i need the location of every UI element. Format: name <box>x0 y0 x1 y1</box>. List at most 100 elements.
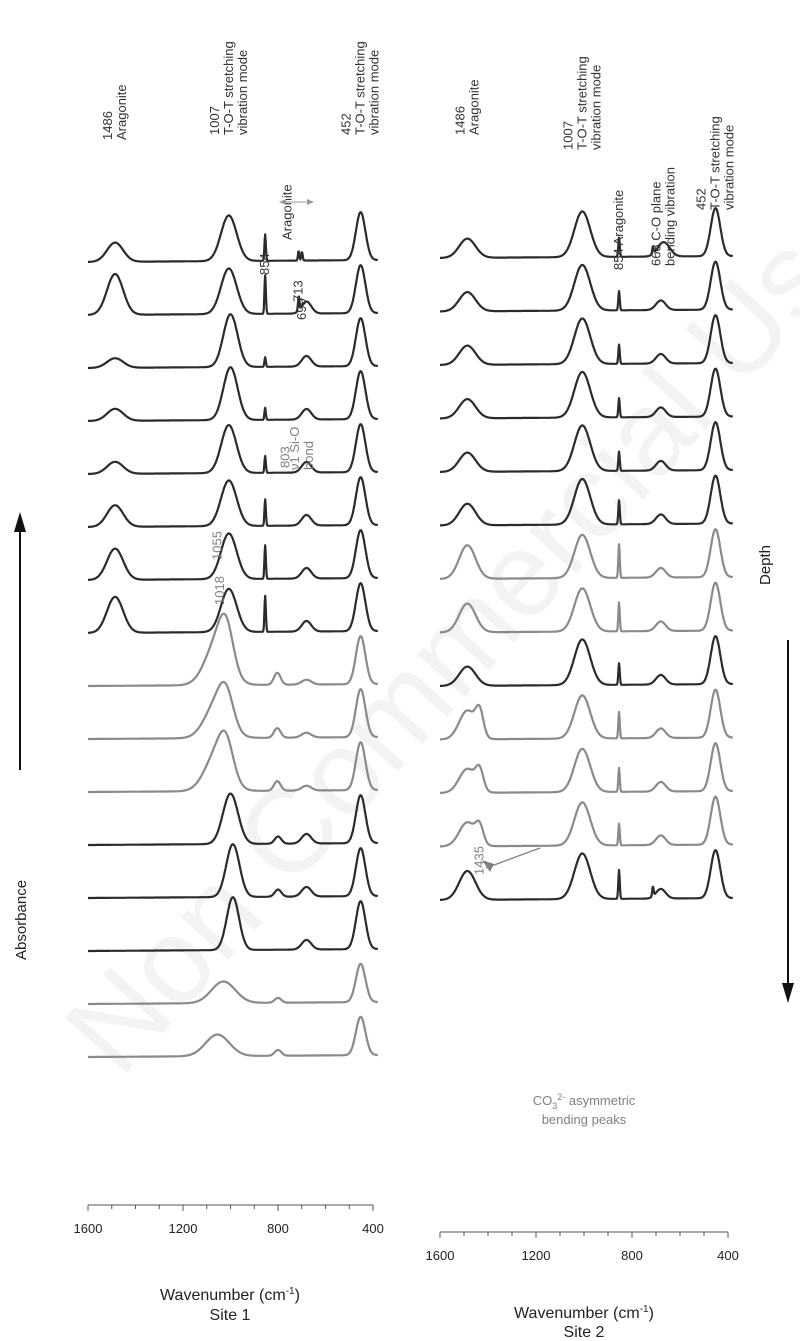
spectrum-6 <box>439 474 734 527</box>
peak-annotation: ν1 Si-O bond <box>287 427 316 470</box>
spectrum-9 <box>439 635 734 687</box>
annotation-line: Aragonite <box>466 79 481 135</box>
spectrum-16 <box>87 1015 379 1059</box>
annotation-line: T-O-T stretching <box>708 116 723 210</box>
annotation-line: vibration mode <box>367 50 382 135</box>
peak-annotation: 699 <box>294 298 309 320</box>
annotation-line: Aragonite <box>114 84 129 140</box>
x-tick-label: 400 <box>717 1248 739 1263</box>
annotation-line: ν1 Si-O <box>287 427 302 470</box>
depth-label: Depth <box>757 545 774 585</box>
annotation-line: T-O-T stretching <box>221 41 236 135</box>
annotation-line: vibration mode <box>588 65 603 150</box>
spectrum-10 <box>87 680 379 741</box>
site1-panel: 1486 Aragonite 1007 T-O-T stretching vibrati… <box>74 41 384 1324</box>
spectrum-8 <box>87 582 379 634</box>
annotation-line: 1435 <box>472 846 487 875</box>
aragonite-arrow-right <box>307 199 314 205</box>
depth-arrow-head <box>782 983 794 1003</box>
spectrum-15 <box>87 962 379 1006</box>
spectrum-4 <box>439 367 734 420</box>
x-tick-label: 1200 <box>169 1221 198 1236</box>
annotation-line: 699 <box>294 298 309 320</box>
peak-annotation: 452 T-O-T stretching vibration mode <box>339 41 382 135</box>
peak-annotation: 713 <box>291 280 306 302</box>
spectrum-11 <box>87 729 379 794</box>
co3-label-line2: bending peaks <box>542 1112 627 1127</box>
spectrum-6 <box>87 476 379 528</box>
spectrum-1 <box>87 211 379 263</box>
site2-ticks: 1600 1200 800 400 <box>426 1232 739 1263</box>
annotation-line: vibration mode <box>235 50 250 135</box>
site2-x-axis-title: Wavenumber (cm-1) <box>514 1304 654 1322</box>
annotation-line: 854 Aragonite <box>611 190 626 270</box>
site2-site-label: Site 2 <box>564 1324 605 1341</box>
spectrum-8 <box>439 581 734 634</box>
x-tick-label: 800 <box>621 1248 643 1263</box>
x-tick-label: 1600 <box>426 1248 455 1263</box>
peak-annotation: 1486 Aragonite <box>100 84 129 140</box>
annotation-line: 1486 <box>100 111 115 140</box>
annotation-line: 1486 <box>452 106 467 135</box>
site1-spectra <box>87 211 379 1059</box>
spectrum-5 <box>439 421 734 473</box>
co3-annotation: CO32- asymmetric bending peaks <box>482 847 636 1127</box>
annotation-line: 452 <box>339 113 354 135</box>
site2-spectra <box>439 207 734 901</box>
spectrum-11 <box>439 742 734 794</box>
peak-annotation: 854 <box>257 253 272 275</box>
spectrum-9 <box>87 612 379 688</box>
spectrum-5 <box>87 423 379 476</box>
site1-ticks: 1600 1200 800 400 <box>74 1205 384 1236</box>
absorbance-arrow-head <box>14 512 26 532</box>
annotation-line: bond <box>301 441 316 470</box>
spectrum-10 <box>439 688 734 741</box>
peak-annotation: 1486 Aragonite <box>452 79 481 135</box>
spectrum-14 <box>87 896 379 953</box>
x-tick-label: 1200 <box>522 1248 551 1263</box>
x-tick-label: 1600 <box>74 1221 103 1236</box>
peak-annotation: 1018 <box>212 576 227 605</box>
peak-annotation: 854 Aragonite <box>611 190 626 270</box>
annotation-line: 803 <box>277 446 292 468</box>
peak-annotation: Aragonite <box>280 184 295 240</box>
spectrum-7 <box>439 528 734 580</box>
annotation-line: Aragonite <box>280 184 295 240</box>
annotation-line: vibration mode <box>722 125 737 210</box>
annotation-line: 854 <box>257 253 272 275</box>
peak-annotation: 803 <box>277 446 292 468</box>
absorbance-label: Absorbance <box>13 880 30 960</box>
absorbance-axis: Absorbance <box>13 512 30 960</box>
site1-site-label: Site 1 <box>210 1307 251 1324</box>
peak-annotation: 1007 T-O-T stretching vibration mode <box>560 56 603 150</box>
annotation-line: 713 <box>291 280 306 302</box>
spectrum-7 <box>87 529 379 581</box>
annotation-line: 1007 <box>560 121 575 150</box>
peak-annotation: 452 T-O-T stretching vibration mode <box>694 116 737 210</box>
site2-x-axis: 1600 1200 800 400 Wavenumber (cm-1) Site 2 <box>426 1231 739 1341</box>
site1-x-axis: 1600 1200 800 400 Wavenumber (cm-1) Site 1 <box>74 1204 384 1324</box>
aragonite-range-arrow <box>279 199 314 205</box>
annotation-line: 452 <box>694 188 709 210</box>
annotation-line: 668 C-O plane <box>649 181 664 266</box>
site1-annotations: 1486 Aragonite 1007 T-O-T stretching vibrati… <box>100 41 382 605</box>
spectrum-13 <box>439 849 734 901</box>
aragonite-arrow-left <box>279 199 286 205</box>
peak-annotation: 1007 T-O-T stretching vibration mode <box>207 41 250 135</box>
peak-annotation: 1055 <box>209 531 224 560</box>
spectrum-1 <box>439 207 734 259</box>
spectrum-4 <box>87 366 379 423</box>
x-tick-label: 800 <box>267 1221 289 1236</box>
annotation-line: bending vibration <box>663 167 678 266</box>
peak-annotation: 668 C-O plane bending vibration <box>649 167 678 266</box>
depth-axis: Depth <box>757 545 794 1003</box>
watermark: Non Commercial Use Only <box>40 0 800 1097</box>
site1-x-axis-title: Wavenumber (cm-1) <box>160 1286 300 1304</box>
x-tick-label: 400 <box>362 1221 384 1236</box>
co3-label-line1: CO32- asymmetric <box>533 1092 636 1111</box>
peak-annotation: 1435 <box>472 846 487 875</box>
annotation-line: 1018 <box>212 576 227 605</box>
